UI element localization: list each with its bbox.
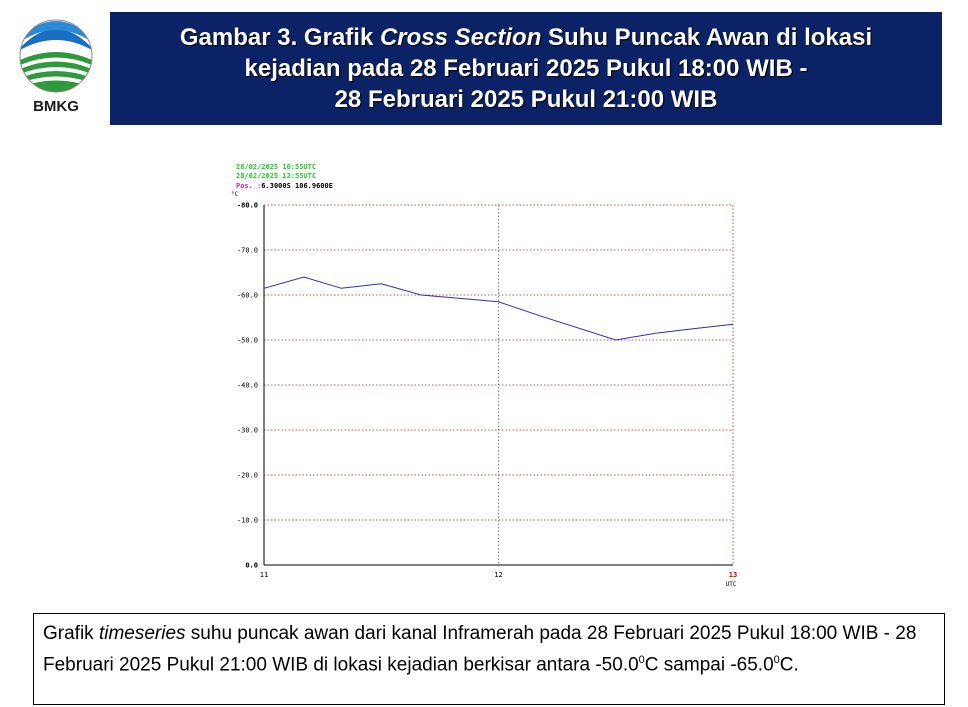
- description-box: Grafik timeseries suhu puncak awan dari …: [33, 613, 945, 705]
- y-tick-label: -60.0: [237, 292, 258, 300]
- title-line-2: kejadian pada 28 Februari 2025 Pukul 18:…: [244, 55, 808, 82]
- chart-y-unit: °C: [231, 191, 239, 198]
- series-line: [263, 276, 734, 341]
- y-tick-label: -40.0: [237, 382, 258, 390]
- desc-text-4: C.: [779, 654, 799, 676]
- chart-end-time: 28/02/2025 12:55UTC: [236, 172, 317, 180]
- y-tick-label: -80.0: [237, 202, 258, 210]
- title-italic: Cross Section: [379, 24, 542, 51]
- chart-svg: 0.0 -10.0 -20.0 -30.0 -40.0 -50.0 -60.0 -70.0 -8…: [237, 202, 737, 589]
- desc-sup-2: 0: [773, 654, 780, 666]
- title-line-1: Gambar 3. Grafik Cross Section Suhu Punc…: [110, 22, 942, 53]
- chart-position: Pos. :6.3000S 106.9600E: [236, 182, 333, 190]
- page-title: Gambar 3. Grafik Cross Section Suhu Punc…: [110, 12, 942, 125]
- chart-start-time: 28/02/2025 10:55UTC: [236, 163, 317, 171]
- y-tick-label: 0.0: [245, 562, 258, 570]
- title-part-2: Suhu Puncak Awan di lokasi: [541, 24, 873, 51]
- desc-text-3: C sampai -65.0: [644, 654, 774, 676]
- chart-pos-label: Pos. :: [236, 182, 262, 190]
- x-tick-label: 12: [494, 571, 502, 579]
- logo-text: BMKG: [33, 98, 79, 115]
- desc-text-2: suhu puncak awan dari kanal Inframerah p…: [43, 623, 917, 676]
- desc-sup-1: 0: [638, 654, 645, 666]
- desc-text-1: Grafik: [43, 623, 99, 644]
- title-line-3: 28 Februari 2025 Pukul 21:00 WIB: [334, 86, 718, 113]
- y-tick-label: -30.0: [237, 427, 258, 435]
- y-tick-label: -20.0: [237, 472, 258, 480]
- y-tick-label: -50.0: [237, 337, 258, 345]
- bmkg-logo: BMKG: [14, 14, 98, 122]
- x-tick-label: 11: [260, 571, 268, 579]
- chart: 28/02/2025 10:55UTC 28/02/2025 12:55UTC …: [225, 160, 745, 590]
- chart-pos-value: 6.3000S 106.9600E: [261, 182, 333, 190]
- bmkg-emblem-icon: [19, 19, 93, 93]
- desc-italic: timeseries: [98, 623, 186, 644]
- y-tick-label: -70.0: [237, 247, 258, 255]
- x-axis-unit: UTC: [726, 581, 737, 588]
- x-tick-label: 13: [729, 571, 737, 579]
- title-part-1: Gambar 3. Grafik: [179, 24, 380, 51]
- y-tick-label: -10.0: [237, 517, 258, 525]
